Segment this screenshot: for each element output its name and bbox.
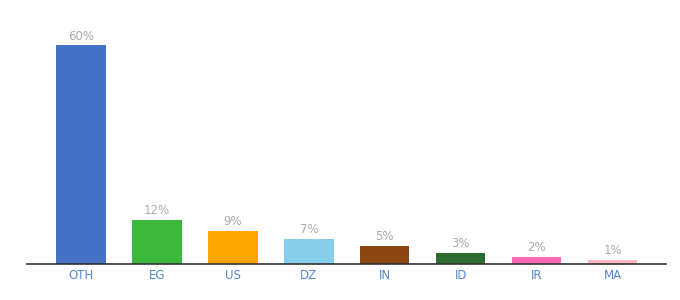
- Bar: [208, 231, 258, 264]
- Text: 1%: 1%: [603, 244, 622, 257]
- Text: 60%: 60%: [68, 29, 94, 43]
- Text: 2%: 2%: [528, 241, 546, 254]
- Bar: [436, 253, 486, 264]
- Text: 3%: 3%: [452, 237, 470, 250]
- Bar: [588, 260, 637, 264]
- Bar: [512, 257, 562, 264]
- Bar: [132, 220, 182, 264]
- Text: 9%: 9%: [224, 215, 242, 228]
- Bar: [284, 238, 333, 264]
- Text: 12%: 12%: [144, 204, 170, 218]
- Bar: [360, 246, 409, 264]
- Bar: [56, 45, 105, 264]
- Text: 5%: 5%: [375, 230, 394, 243]
- Text: 7%: 7%: [299, 223, 318, 236]
